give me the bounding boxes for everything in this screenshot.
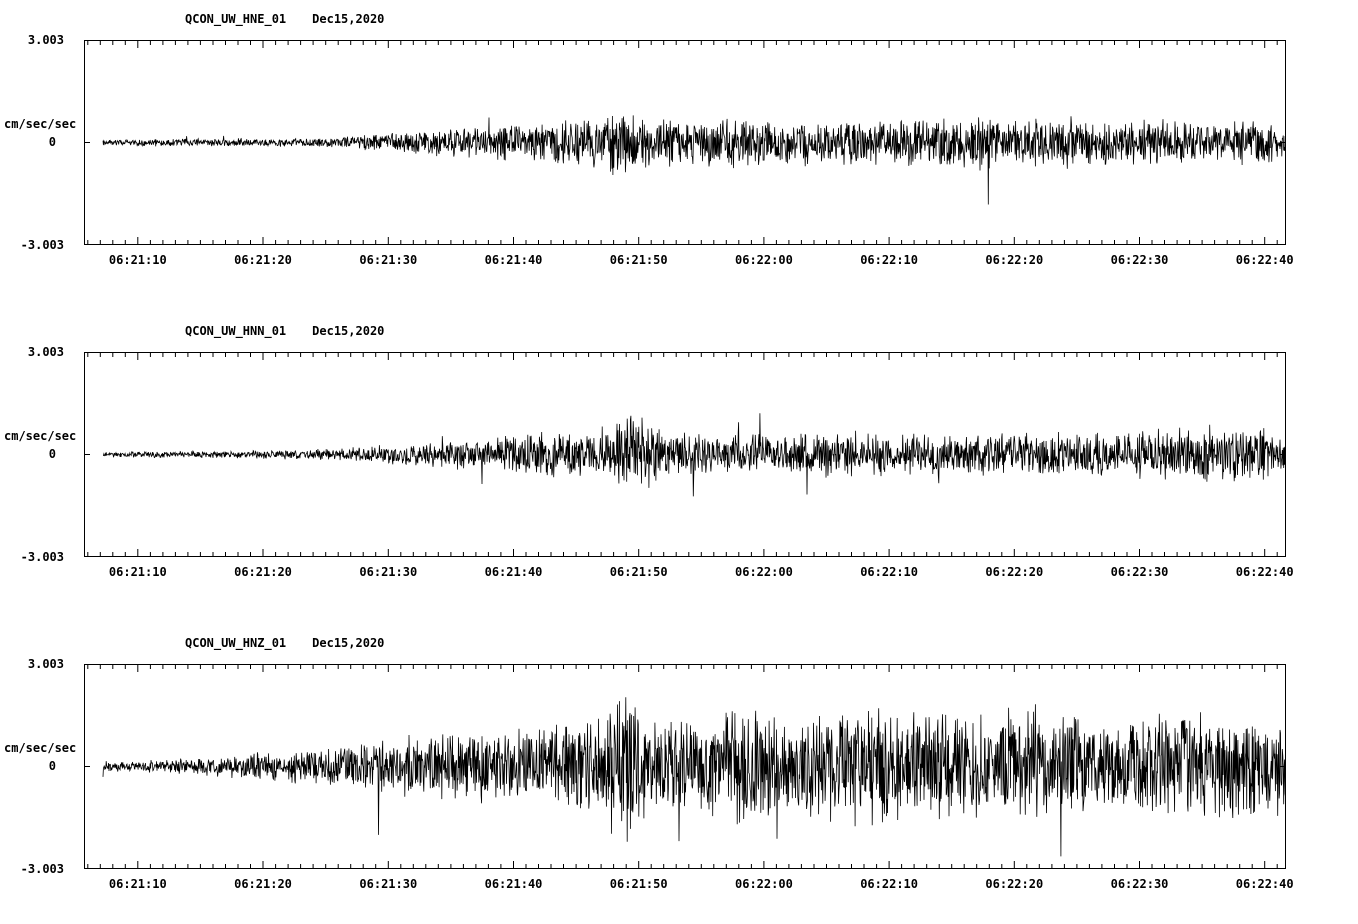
waveform-plot-hne bbox=[84, 40, 1286, 245]
seismogram-panel-hne: QCON_UW_HNE_01 Dec15,2020 3.003 cm/sec/se… bbox=[0, 10, 1358, 310]
waveform-plot-hnz bbox=[84, 664, 1286, 869]
y-axis-min-label: -3.003 bbox=[20, 238, 64, 252]
x-tick-label: 06:21:10 bbox=[108, 253, 167, 267]
x-tick-label: 06:22:00 bbox=[734, 877, 793, 891]
x-tick-label: 06:21:30 bbox=[359, 877, 418, 891]
x-tick-label: 06:22:10 bbox=[860, 253, 918, 267]
x-tick-label: 06:22:30 bbox=[1110, 877, 1169, 891]
x-tick-label: 06:22:10 bbox=[860, 877, 918, 891]
y-axis-min-label: -3.003 bbox=[20, 550, 64, 564]
x-tick-label: 06:21:20 bbox=[234, 565, 292, 579]
x-tick-label: 06:22:10 bbox=[860, 565, 918, 579]
y-axis-unit-label: cm/sec/sec bbox=[4, 117, 77, 131]
x-tick-label: 06:22:30 bbox=[1110, 253, 1169, 267]
x-axis-labels: 06:21:10 06:21:20 06:21:30 06:21:40 06:2… bbox=[84, 253, 1294, 269]
x-tick-label: 06:22:00 bbox=[734, 253, 793, 267]
chart-title: QCON_UW_HNN_01 Dec15,2020 bbox=[185, 324, 384, 338]
chart-title: QCON_UW_HNZ_01 Dec15,2020 bbox=[185, 636, 384, 650]
x-tick-label: 06:22:30 bbox=[1110, 565, 1169, 579]
x-tick-label: 06:21:30 bbox=[359, 565, 418, 579]
y-axis-zero-label: 0 bbox=[48, 447, 56, 461]
seismogram-panel-hnz: QCON_UW_HNZ_01 Dec15,2020 3.003 cm/sec/se… bbox=[0, 634, 1358, 924]
x-tick-label: 06:22:20 bbox=[985, 565, 1044, 579]
x-tick-label: 06:21:50 bbox=[609, 565, 668, 579]
chart-title: QCON_UW_HNE_01 Dec15,2020 bbox=[185, 12, 384, 26]
x-tick-label: 06:21:40 bbox=[484, 877, 543, 891]
y-axis-unit-label: cm/sec/sec bbox=[4, 741, 77, 755]
x-tick-label: 06:21:30 bbox=[359, 253, 418, 267]
date-label: Dec15,2020 bbox=[312, 636, 385, 650]
y-axis-max-label: 3.003 bbox=[27, 657, 64, 671]
x-tick-label: 06:21:20 bbox=[234, 253, 292, 267]
x-tick-label: 06:22:20 bbox=[985, 253, 1044, 267]
x-tick-label: 06:21:40 bbox=[484, 253, 543, 267]
station-channel-label: QCON_UW_HNZ_01 bbox=[185, 636, 287, 650]
y-axis-max-label: 3.003 bbox=[27, 345, 64, 359]
x-tick-label: 06:21:10 bbox=[108, 565, 167, 579]
x-tick-label: 06:22:20 bbox=[985, 877, 1044, 891]
x-tick-label: 06:22:40 bbox=[1235, 253, 1294, 267]
x-tick-label: 06:21:20 bbox=[234, 877, 292, 891]
y-axis-min-label: -3.003 bbox=[20, 862, 64, 876]
x-tick-label: 06:22:40 bbox=[1235, 877, 1294, 891]
x-tick-label: 06:22:00 bbox=[734, 565, 793, 579]
y-axis-max-label: 3.003 bbox=[27, 33, 64, 47]
x-axis-labels: 06:21:10 06:21:20 06:21:30 06:21:40 06:2… bbox=[84, 877, 1294, 893]
x-tick-label: 06:21:10 bbox=[108, 877, 167, 891]
x-tick-label: 06:21:50 bbox=[609, 877, 668, 891]
y-axis-zero-label: 0 bbox=[48, 135, 56, 149]
station-channel-label: QCON_UW_HNE_01 bbox=[185, 12, 287, 26]
x-tick-label: 06:21:50 bbox=[609, 253, 668, 267]
seismogram-panel-hnn: QCON_UW_HNN_01 Dec15,2020 3.003 cm/sec/se… bbox=[0, 322, 1358, 622]
x-tick-label: 06:21:40 bbox=[484, 565, 543, 579]
date-label: Dec15,2020 bbox=[312, 12, 385, 26]
date-label: Dec15,2020 bbox=[312, 324, 385, 338]
waveform-plot-hnn bbox=[84, 352, 1286, 557]
y-axis-unit-label: cm/sec/sec bbox=[4, 429, 77, 443]
y-axis-zero-label: 0 bbox=[48, 759, 56, 773]
station-channel-label: QCON_UW_HNN_01 bbox=[185, 324, 287, 338]
x-axis-labels: 06:21:10 06:21:20 06:21:30 06:21:40 06:2… bbox=[84, 565, 1294, 581]
x-tick-label: 06:22:40 bbox=[1235, 565, 1294, 579]
